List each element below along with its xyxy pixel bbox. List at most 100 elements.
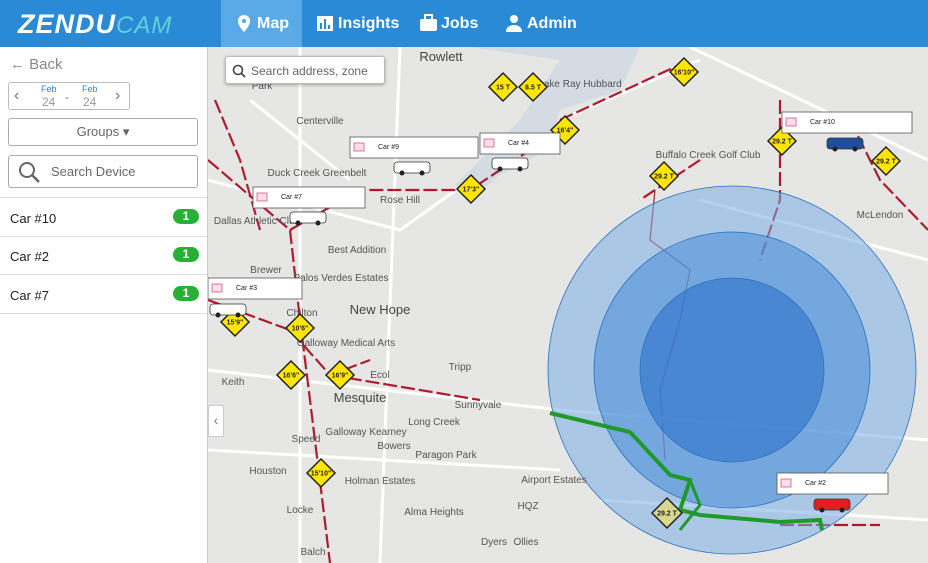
vehicle-popup bbox=[208, 277, 303, 300]
device-count: 1 bbox=[173, 209, 199, 224]
wheel bbox=[497, 166, 503, 172]
map[interactable]: Rowlett Centerville Duck Creek Greenbelt Ro… bbox=[208, 47, 928, 563]
place-label: Sunnyvale bbox=[455, 400, 502, 411]
day: 24 bbox=[42, 95, 56, 109]
search-placeholder: Search Device bbox=[51, 164, 136, 179]
sign bbox=[487, 71, 519, 103]
vehicle-label: Car #2 bbox=[805, 480, 826, 487]
vehicle-popup bbox=[776, 472, 889, 495]
device-name: Car #10 bbox=[10, 211, 57, 226]
back-label: Back bbox=[29, 56, 63, 73]
wheel bbox=[315, 220, 321, 226]
nav-label: Insights bbox=[338, 15, 400, 32]
sign bbox=[455, 173, 487, 205]
wheel bbox=[419, 170, 425, 176]
vehicle-icon[interactable] bbox=[289, 211, 327, 224]
place-label: Balch bbox=[300, 547, 325, 558]
popup-icon bbox=[785, 117, 797, 127]
sign bbox=[668, 56, 700, 88]
wheel bbox=[235, 312, 241, 318]
vehicle-icon[interactable] bbox=[209, 303, 247, 316]
place-label: New Hope bbox=[350, 302, 411, 317]
place-label: Keith bbox=[222, 377, 245, 388]
prev-icon[interactable]: ‹ bbox=[14, 87, 20, 104]
vehicle-icon[interactable] bbox=[813, 498, 851, 511]
device-search[interactable]: Search Device bbox=[8, 155, 198, 188]
popup-icon bbox=[483, 138, 495, 148]
sign-label: 16'6" bbox=[283, 373, 300, 380]
logo-text: ZENDU bbox=[18, 9, 116, 39]
sign-label: 15'10" bbox=[311, 471, 332, 478]
place-label: Lake Ray Hubbard bbox=[538, 79, 621, 90]
collapse-handle[interactable]: ‹ bbox=[208, 405, 224, 437]
highway bbox=[559, 59, 691, 121]
place-label: Park bbox=[252, 81, 274, 92]
place-label: Airport Estates bbox=[521, 475, 587, 486]
sign bbox=[275, 359, 307, 391]
place-label: Rose Hill bbox=[380, 195, 420, 206]
device-count: 1 bbox=[173, 286, 199, 301]
popup-icon bbox=[211, 283, 223, 293]
place-label: Bowers bbox=[377, 441, 410, 452]
road bbox=[689, 47, 928, 162]
nav-icon bbox=[238, 15, 250, 32]
search-icon bbox=[232, 64, 246, 78]
sign bbox=[284, 312, 316, 344]
top-bar: ZENDUCAM Map Insights Jobs Admin bbox=[0, 0, 928, 47]
highway bbox=[208, 298, 371, 377]
vehicle-popup bbox=[349, 136, 479, 159]
nav-item[interactable]: Admin bbox=[491, 0, 586, 47]
place-label: Best Addition bbox=[328, 245, 386, 256]
device-item[interactable]: Car #10 1 bbox=[0, 197, 207, 237]
date-picker[interactable]: ‹ Feb 24 - Feb 24 › bbox=[8, 82, 130, 110]
logo[interactable]: ZENDUCAM bbox=[18, 9, 172, 40]
sign-label: 17'3" bbox=[463, 187, 480, 194]
place-label: Galloway Medical Arts bbox=[297, 338, 395, 349]
place-label: Holman Estates bbox=[345, 476, 416, 487]
vehicle-icon[interactable] bbox=[491, 157, 529, 170]
sign-label: 16'9" bbox=[332, 373, 349, 380]
address-search[interactable]: Search address, zone bbox=[225, 56, 385, 84]
sign-label: 15'9" bbox=[227, 320, 244, 327]
popup-icon bbox=[780, 478, 792, 488]
zone-circle bbox=[639, 277, 825, 463]
sign-label: 16'4" bbox=[557, 128, 574, 135]
search-placeholder: Search address, zone bbox=[251, 64, 368, 78]
nav-icon bbox=[506, 15, 522, 32]
place-label: Alma Heights bbox=[404, 507, 463, 518]
device-name: Car #2 bbox=[10, 249, 50, 264]
groups-button[interactable]: Groups ▾ bbox=[8, 118, 198, 146]
place-label: Palos Verdes Estates bbox=[293, 273, 388, 284]
sign bbox=[648, 160, 680, 192]
device-item[interactable]: Car #7 1 bbox=[0, 275, 207, 314]
vehicle-label: Car #10 bbox=[810, 119, 835, 126]
sign-label: 15 T bbox=[496, 85, 511, 92]
road bbox=[378, 47, 402, 563]
road bbox=[208, 448, 561, 472]
separator: - bbox=[65, 90, 69, 104]
device-name: Car #7 bbox=[10, 288, 50, 303]
vehicle-label: Car #7 bbox=[281, 194, 302, 201]
place-label: Ollies bbox=[513, 537, 538, 548]
sign bbox=[870, 145, 902, 177]
vehicle-popup bbox=[781, 111, 913, 134]
place-label: Rowlett bbox=[419, 49, 463, 64]
wheel bbox=[399, 170, 405, 176]
vehicle-icon[interactable] bbox=[826, 137, 864, 150]
wheel bbox=[852, 146, 858, 152]
sign-label: 29.2 T bbox=[876, 159, 897, 166]
month: Feb bbox=[82, 84, 98, 94]
device-item[interactable]: Car #2 1 bbox=[0, 236, 207, 275]
next-icon[interactable]: › bbox=[115, 87, 121, 104]
vehicle-icon[interactable] bbox=[393, 161, 431, 174]
place-label: Locke bbox=[287, 505, 314, 516]
back-button[interactable]: ← Back bbox=[10, 56, 63, 73]
nav-item[interactable]: Jobs bbox=[405, 0, 491, 47]
sign-label: 29.2 T bbox=[657, 511, 678, 518]
logo-text: CAM bbox=[116, 12, 173, 39]
place-label: Mesquite bbox=[334, 390, 387, 405]
vehicle-label: Car #3 bbox=[236, 285, 257, 292]
nav-item[interactable]: Insights bbox=[302, 0, 405, 47]
road bbox=[249, 98, 351, 182]
nav-item[interactable]: Map bbox=[221, 0, 302, 47]
